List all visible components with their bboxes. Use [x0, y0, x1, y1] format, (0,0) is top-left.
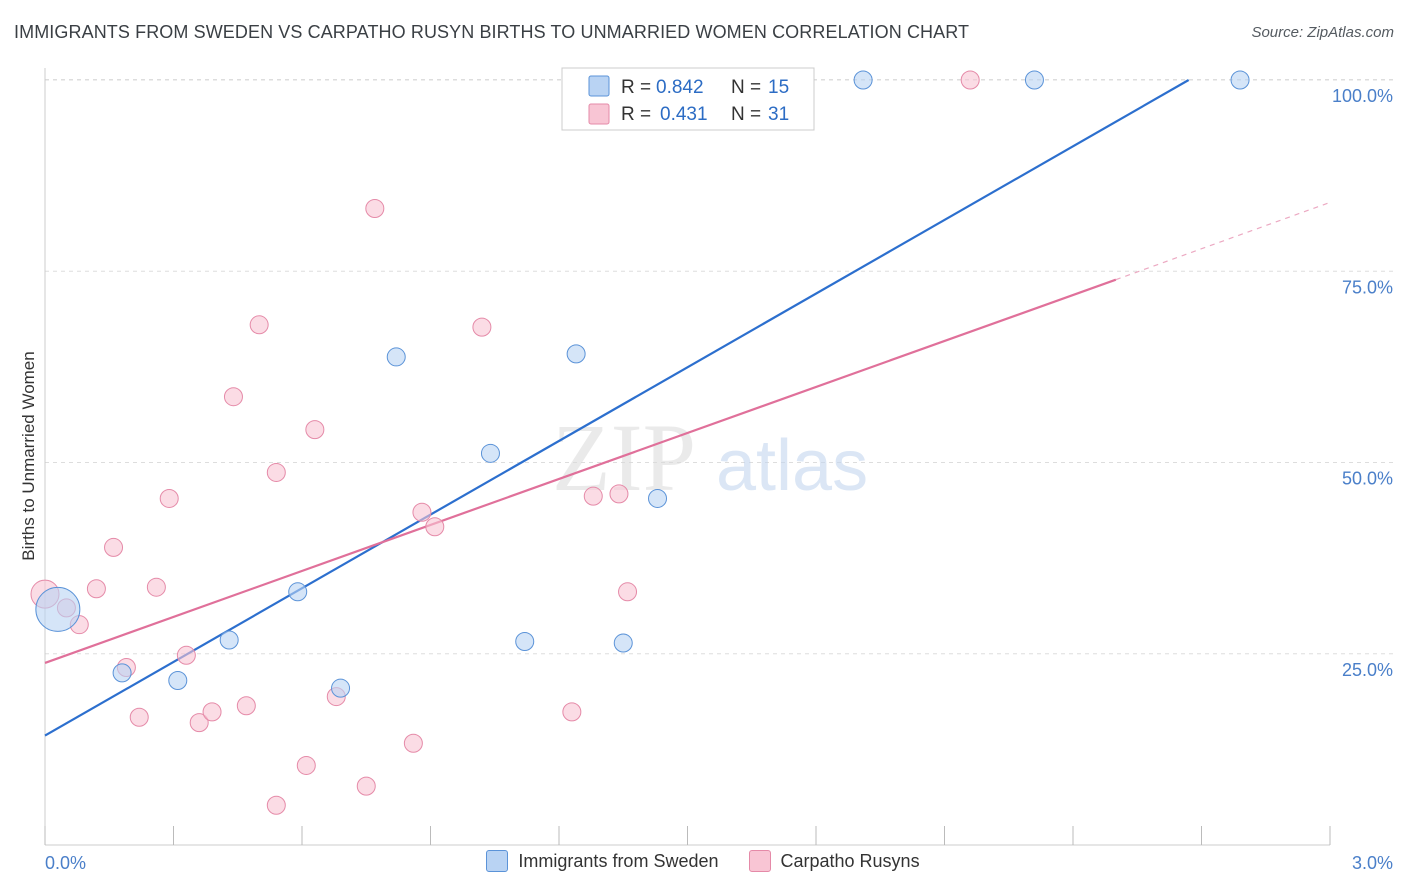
data-point-pink: [176, 645, 196, 665]
data-point-pink: [425, 517, 445, 537]
swatch-pink: [748, 850, 771, 872]
trend-lines: [44, 79, 1331, 737]
data-point-pink: [609, 484, 629, 504]
watermark-atlas: atlas: [716, 426, 868, 506]
x-tick-label: 3.0%: [1352, 853, 1393, 873]
data-point-blue: [853, 70, 873, 90]
data-point-pink: [202, 702, 222, 722]
legend-r-value: 0.431: [660, 104, 708, 125]
data-point-blue: [515, 632, 535, 652]
data-point-blue: [386, 347, 406, 367]
data-point-pink: [104, 537, 124, 557]
data-point-pink: [356, 776, 376, 796]
bottom-legend: Immigrants from Sweden Carpatho Rusyns: [0, 850, 1406, 872]
data-point-pink: [960, 70, 980, 90]
data-point-pink: [86, 579, 106, 599]
data-point-pink: [266, 462, 286, 482]
data-point-pink: [305, 420, 325, 440]
data-point-pink: [472, 317, 492, 337]
data-point-pink: [296, 755, 316, 775]
data-point-blue: [480, 443, 500, 463]
legend-item-rusyns: Carpatho Rusyns: [748, 850, 920, 872]
y-tick-label: 100.0%: [1332, 86, 1393, 106]
data-point-blue: [1230, 70, 1250, 90]
legend-n-value: 31: [768, 104, 789, 125]
data-point-pink: [412, 502, 432, 522]
legend-n-label: N =: [731, 104, 761, 125]
legend-label-sweden: Immigrants from Sweden: [518, 850, 719, 871]
trend-line-pink: [44, 278, 1117, 664]
y-axis-label: Births to Unmarried Women: [19, 351, 38, 560]
data-point-blue: [219, 630, 239, 650]
data-point-pink: [266, 795, 286, 815]
data-point-blue: [35, 586, 81, 632]
chart-title: IMMIGRANTS FROM SWEDEN VS CARPATHO RUSYN…: [14, 22, 970, 42]
data-point-pink: [365, 199, 385, 219]
axes: [44, 68, 1331, 846]
data-point-pink: [562, 702, 582, 722]
y-tick-label: 50.0%: [1342, 469, 1393, 489]
data-point-pink: [146, 577, 166, 597]
data-point-pink: [236, 696, 256, 716]
legend-label-rusyns: Carpatho Rusyns: [780, 850, 920, 871]
data-point-blue: [1024, 70, 1044, 90]
x-tick-label: 0.0%: [45, 853, 86, 873]
legend-item-sweden: Immigrants from Sweden: [486, 850, 719, 872]
data-point-pink: [159, 488, 179, 508]
data-point-pink: [403, 733, 423, 753]
data-point-blue: [331, 678, 351, 698]
data-point-pink: [583, 486, 603, 506]
y-tick-label: 75.0%: [1342, 277, 1393, 297]
legend-n-label: N =: [731, 77, 761, 98]
data-point-blue: [648, 488, 668, 508]
data-point-blue: [112, 663, 132, 683]
data-point-pink: [249, 315, 269, 335]
tick-labels: 25.0% 50.0% 75.0% 100.0% 0.0% 3.0%: [45, 86, 1393, 873]
data-point-blue: [168, 671, 188, 691]
grid-lines: [45, 79, 1395, 655]
data-point-blue: [288, 582, 308, 602]
data-point-pink: [129, 707, 149, 727]
legend-r-label: R =: [621, 77, 651, 98]
y-tick-label: 25.0%: [1342, 660, 1393, 680]
legend-n-value: 15: [768, 77, 789, 98]
legend-r-label: R =: [621, 104, 651, 125]
trend-line-blue: [44, 79, 1190, 737]
source-credit: Source: ZipAtlas.com: [1251, 24, 1394, 41]
swatch-blue: [486, 850, 509, 872]
data-points: [30, 70, 1250, 815]
trend-extension-pink: [1115, 201, 1331, 281]
legend-r-value: 0.842: [656, 77, 704, 98]
data-point-pink: [223, 387, 243, 407]
data-point-blue: [566, 344, 586, 364]
legend-swatch-pink: [588, 103, 610, 125]
legend-swatch-blue: [588, 75, 610, 97]
data-point-pink: [618, 582, 638, 602]
data-point-blue: [613, 633, 633, 653]
data-point-pink: [189, 713, 209, 733]
legend: R = 0.842 N = 15 R = 0.431 N = 31: [561, 67, 815, 131]
